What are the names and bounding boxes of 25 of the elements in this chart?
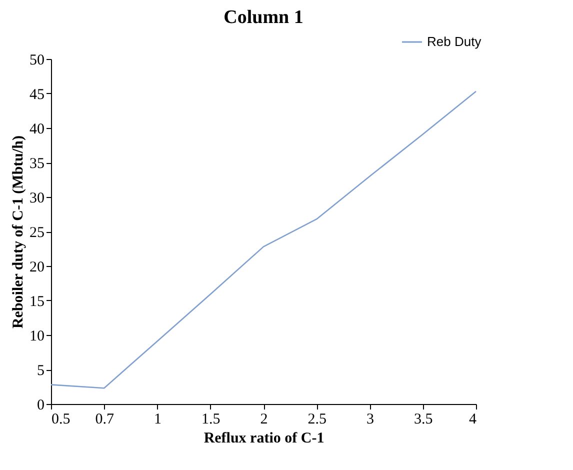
- x-tick-label: 1: [154, 412, 162, 428]
- y-tick-label: 10: [30, 328, 44, 344]
- legend-label: Reb Duty: [427, 34, 482, 49]
- y-tick-label: 5: [37, 363, 44, 379]
- line-series: [50, 90, 477, 389]
- x-axis-title: Reflux ratio of C-1: [204, 430, 324, 446]
- y-tick-label: 20: [30, 260, 44, 276]
- y-tick-label: 40: [30, 122, 44, 138]
- y-tick-label: 45: [30, 87, 44, 103]
- x-tick-label: 0.7: [95, 412, 114, 428]
- y-tick-label: 25: [30, 225, 44, 241]
- x-tick-label: 1.5: [202, 412, 220, 428]
- x-tick-label: 2: [260, 412, 268, 428]
- y-tick-label: 30: [30, 190, 44, 206]
- x-tick-label: 3.5: [414, 412, 433, 428]
- y-tick-label: 0: [37, 398, 44, 414]
- y-tick-label: 15: [30, 294, 44, 310]
- x-tick-label: 2.5: [308, 412, 326, 428]
- y-tick-label: 50: [30, 52, 44, 68]
- x-tick-label: 0.5: [52, 412, 70, 428]
- y-axis-title: Reboiler duty of C-1 (Mbtu/h): [10, 135, 26, 329]
- x-tick-label: 4: [469, 412, 477, 428]
- x-tick-label: 3: [366, 412, 374, 428]
- chart-title: Column 1: [224, 7, 304, 28]
- y-tick-label: 35: [30, 156, 44, 172]
